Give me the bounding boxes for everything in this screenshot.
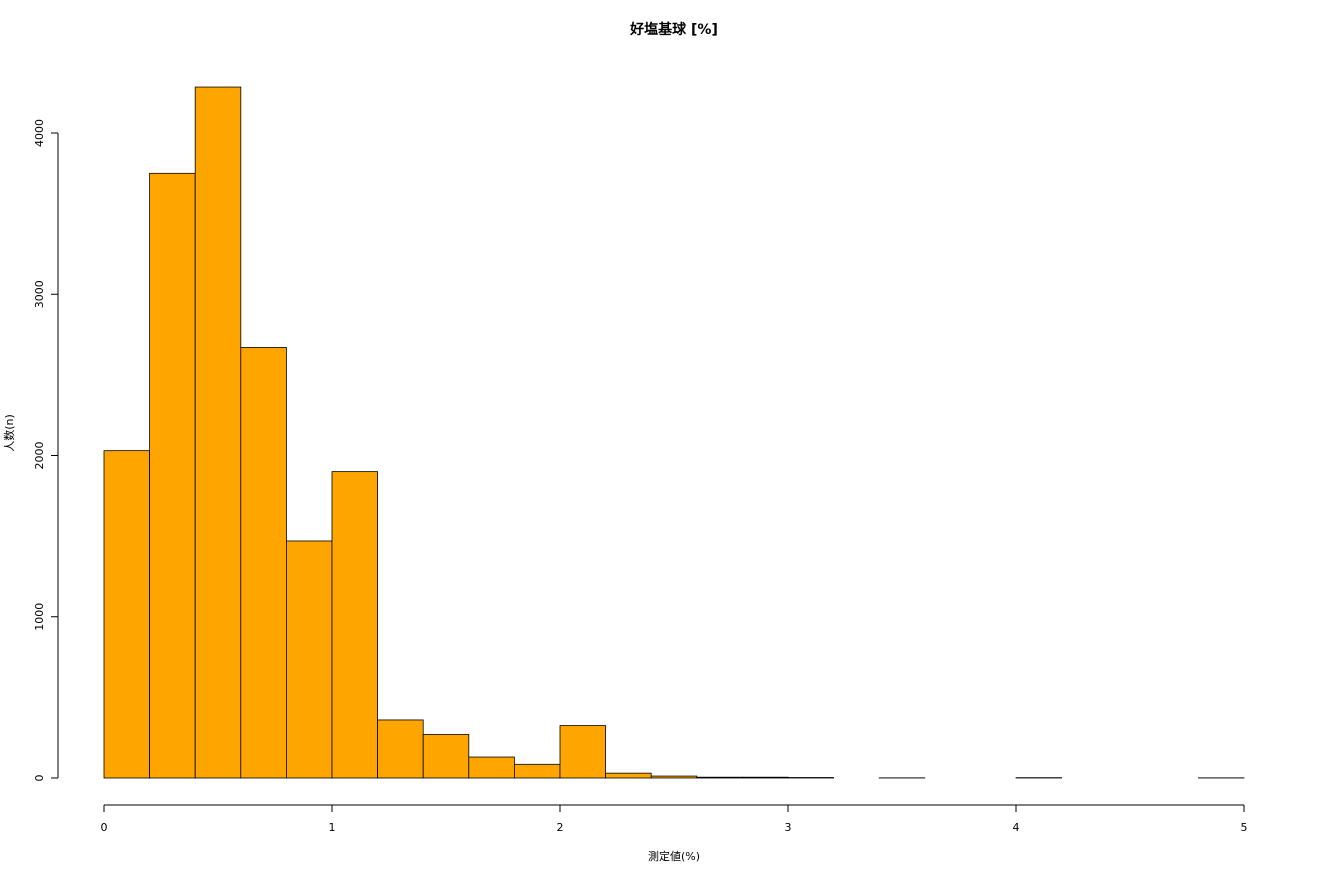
y-tick-label: 2000: [33, 442, 46, 470]
bar: [149, 172, 196, 779]
x-tick-label: 5: [1241, 821, 1248, 834]
bar: [240, 347, 287, 779]
bar: [285, 540, 333, 779]
bar: [559, 725, 606, 779]
x-axis-label: 測定値(%): [648, 849, 700, 863]
x-tick-label: 2: [557, 821, 564, 834]
bar: [194, 86, 242, 779]
x-tick-label: 4: [1013, 821, 1020, 834]
x-tick-label: 3: [785, 821, 792, 834]
y-axis-label: 人数(n): [3, 414, 16, 452]
bar: [377, 719, 424, 779]
bar: [422, 734, 470, 779]
bar: [742, 776, 789, 779]
y-tick-label: 0: [33, 775, 46, 782]
bar: [696, 776, 743, 779]
bar: [468, 756, 515, 779]
y-tick-label: 1000: [33, 603, 46, 631]
bar: [650, 775, 698, 779]
bar: [605, 772, 652, 779]
bar: [331, 471, 378, 779]
y-tick-label: 3000: [33, 280, 46, 308]
bar: [103, 450, 150, 779]
y-tick-label: 4000: [33, 119, 46, 147]
x-tick-label: 0: [101, 821, 108, 834]
chart-title: 好塩基球 [%]: [629, 21, 718, 38]
x-tick-label: 1: [329, 821, 336, 834]
bar: [514, 763, 561, 779]
